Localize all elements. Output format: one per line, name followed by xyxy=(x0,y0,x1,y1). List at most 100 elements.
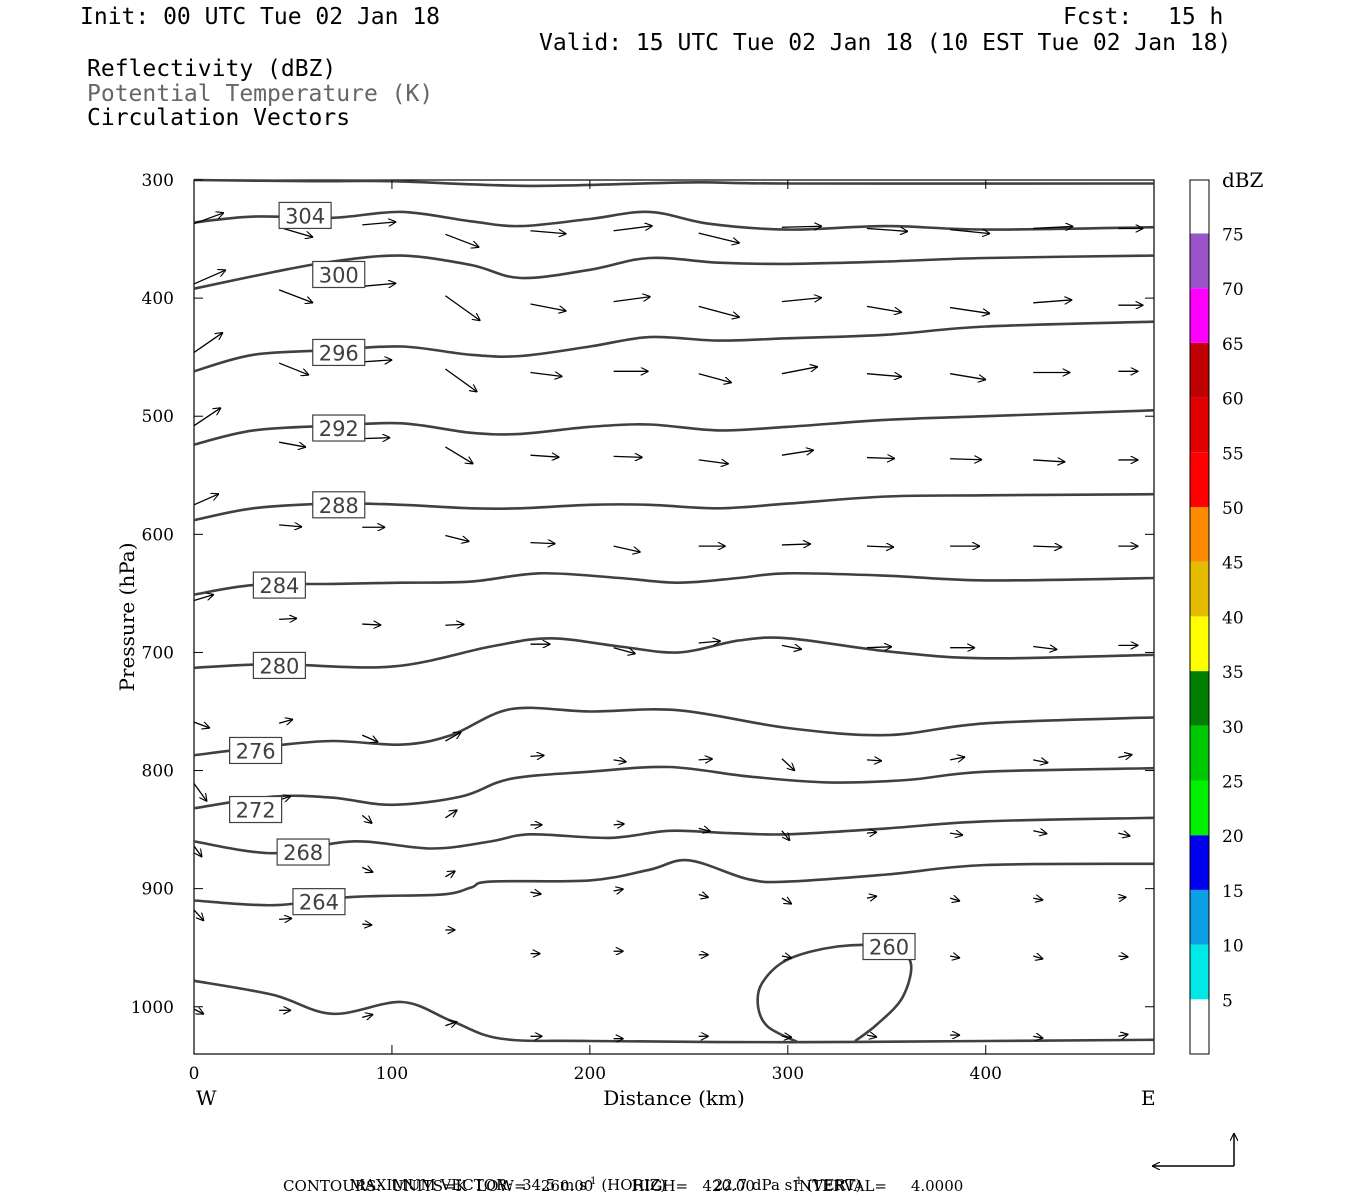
circulation-vector xyxy=(361,734,378,742)
circulation-vector xyxy=(362,438,390,439)
colorbar-segment xyxy=(1190,835,1209,890)
circulation-vector xyxy=(530,892,541,894)
x-axis-title: Distance (km) xyxy=(603,1086,745,1110)
contour-label-264: 264 xyxy=(292,888,346,916)
circulation-vector xyxy=(445,1022,457,1026)
circulation-vector xyxy=(781,367,818,375)
circulation-vector xyxy=(866,832,877,833)
circulation-vector xyxy=(361,867,373,872)
circulation-vector xyxy=(1118,956,1128,957)
circulation-vector xyxy=(781,956,792,958)
theta-contour-unlabeled-13 xyxy=(193,178,1155,188)
contour-label-292: 292 xyxy=(312,414,366,442)
circulation-vector xyxy=(362,624,381,625)
x-tick-label: 400 xyxy=(970,1064,1002,1084)
max-vector-label: MAXIMUM VECTOR: xyxy=(349,1176,513,1194)
theta-contour-272 xyxy=(193,765,1155,810)
circulation-vector xyxy=(866,546,894,547)
dbz-colorbar: 5 10 15 20 25 30 35 40 45 50 55 60 65 70 75 xyxy=(1189,179,1244,1055)
circulation-vector xyxy=(781,544,811,545)
circulation-vector xyxy=(530,373,562,377)
contour-label-box xyxy=(276,838,330,866)
circulation-vector xyxy=(698,232,740,243)
circulation-vector xyxy=(193,783,207,802)
circulation-vector xyxy=(362,283,396,286)
contour-label-text: 300 xyxy=(319,263,359,287)
circulation-vector xyxy=(445,810,457,819)
circulation-vector xyxy=(781,830,790,841)
circulation-vector xyxy=(1033,1036,1043,1038)
circulation-vector xyxy=(445,871,455,877)
circulation-vector xyxy=(445,732,461,742)
y-axis-title: Pressure (hPa) xyxy=(115,543,139,692)
circulation-vector xyxy=(278,289,313,303)
circulation-vector xyxy=(698,305,740,317)
colorbar-segment xyxy=(1190,507,1209,562)
circulation-vector xyxy=(1033,226,1073,228)
contour-info-line: CONTOURS: UNITS=K LOW= 260.00 HIGH= 420.… xyxy=(283,1177,964,1195)
circulation-vector xyxy=(1033,831,1047,834)
theta-contour-280 xyxy=(193,636,1155,670)
circulation-vector xyxy=(1033,956,1043,959)
circulation-vector xyxy=(193,909,204,921)
circulation-vector xyxy=(781,450,814,456)
circulation-vector xyxy=(866,896,877,898)
east-label: E xyxy=(1141,1086,1156,1110)
colorbar-segment xyxy=(1190,616,1209,672)
colorbar-label: 60 xyxy=(1222,390,1244,410)
y-tick-label: 600 xyxy=(142,525,174,545)
horiz-tag: (HORIZ) xyxy=(601,1176,667,1194)
circulation-vector xyxy=(530,455,559,457)
circulation-vector xyxy=(1118,755,1132,758)
contour-label-300: 300 xyxy=(312,260,366,289)
vert-unit-exponent: -1 xyxy=(792,1176,803,1187)
theta-contour-264 xyxy=(193,858,1155,907)
circulation-vector xyxy=(613,760,627,762)
colorbar-segment xyxy=(1190,397,1209,453)
colorbar-segment xyxy=(1190,288,1209,343)
circulation-vector xyxy=(445,233,479,247)
circulation-vector xyxy=(278,441,306,447)
field-potential-temperature: Potential Temperature (K) xyxy=(87,81,434,107)
contour-label-text: 288 xyxy=(319,494,359,518)
circulation-vector xyxy=(949,898,960,901)
valid-time: Valid: 15 UTC Tue 02 Jan 18 (10 EST Tue … xyxy=(539,30,1232,56)
circulation-vector xyxy=(1033,898,1043,900)
vert-tag: (VERT) xyxy=(806,1176,862,1194)
contour-label-box xyxy=(278,201,332,230)
contour-label-text: 264 xyxy=(299,891,339,915)
colorbar-label: 70 xyxy=(1222,280,1244,300)
colorbar-label: 45 xyxy=(1222,554,1244,574)
x-tick-label: 200 xyxy=(574,1064,606,1084)
contour-label-text: 268 xyxy=(283,841,323,865)
colorbar-label: 50 xyxy=(1222,499,1244,519)
colorbar-segment xyxy=(1190,725,1209,781)
axes: 300 400 500 600 700 800 900 1000 0 100 200 300 400 xyxy=(131,171,1154,1084)
contour-label-text: 276 xyxy=(236,739,276,763)
circulation-vector xyxy=(193,213,224,225)
contour-label-text: 292 xyxy=(319,417,359,441)
horiz-unit-exponent: -1 xyxy=(586,1176,597,1187)
contour-label-box xyxy=(229,795,283,824)
west-label: W xyxy=(196,1086,217,1110)
colorbar-segment xyxy=(1190,780,1209,836)
circulation-vector xyxy=(698,828,711,831)
colorbar-label: 40 xyxy=(1222,608,1244,628)
y-tick-label: 700 xyxy=(142,643,174,663)
contour-label-box xyxy=(312,491,366,519)
circulation-vector xyxy=(613,545,641,552)
colorbar-segment xyxy=(1190,342,1209,398)
circulation-vector xyxy=(781,226,822,227)
theta-contour-260 xyxy=(756,943,913,1044)
y-tick-label: 1000 xyxy=(131,998,174,1018)
contour-label-260: 260 xyxy=(862,932,916,961)
circulation-vector xyxy=(193,270,226,285)
colorbar-label: 20 xyxy=(1222,827,1244,847)
circulation-vector xyxy=(613,824,625,825)
circulation-vector xyxy=(1033,546,1062,547)
forecast-hour: 15 h xyxy=(1168,4,1224,30)
colorbar-label: 75 xyxy=(1222,226,1244,246)
circulation-vector xyxy=(530,303,566,311)
contour-label-280: 280 xyxy=(252,651,306,680)
